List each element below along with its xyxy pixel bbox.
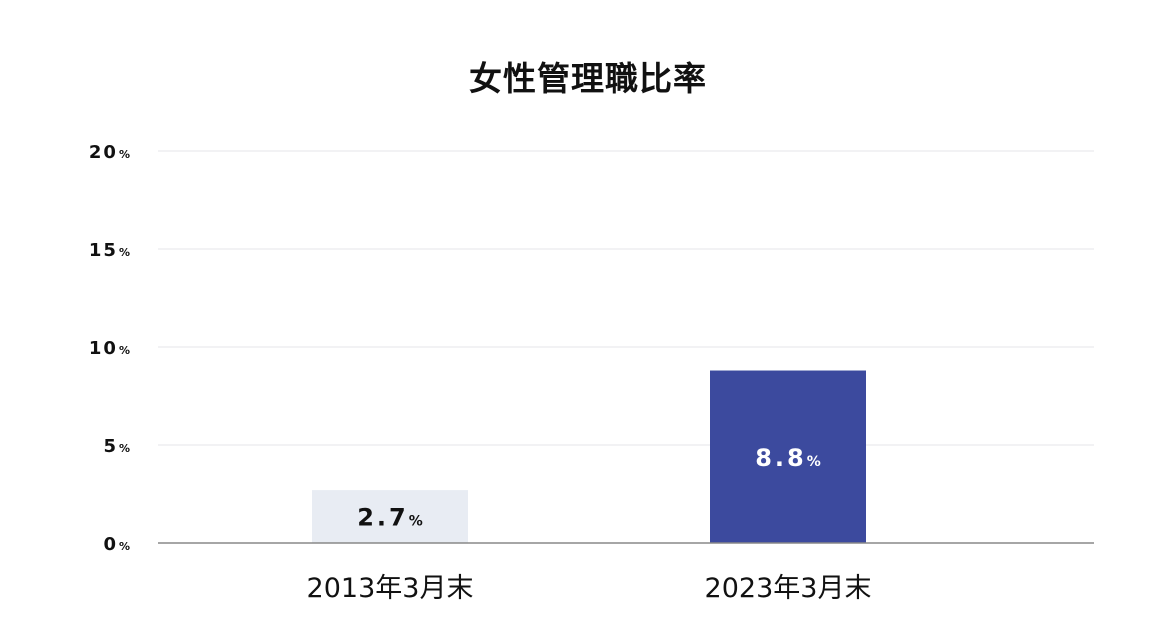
x-category-label-2: 2023年3月末 [705,573,872,604]
y-axis: 0% 5% 10% 15% 20% [89,142,130,555]
x-category-label-1: 2013年3月末 [307,573,474,604]
bars: 2.7% 8.8% [312,370,866,543]
bar-1 [312,490,468,543]
x-axis: 2013年3月末 2023年3月末 [307,573,872,604]
value-label-1: 2.7% [357,504,423,532]
y-tick-label-20: 20% [89,142,130,163]
value-label-2: 8.8% [755,444,821,472]
chart-title: 女性管理職比率 [469,59,707,98]
y-tick-label-5: 5% [103,436,130,457]
y-tick-label-15: 15% [89,240,130,261]
gridlines [158,150,1094,446]
y-tick-label-10: 10% [89,338,130,359]
y-tick-label-0: 0% [103,534,130,555]
bar-2 [710,370,866,543]
